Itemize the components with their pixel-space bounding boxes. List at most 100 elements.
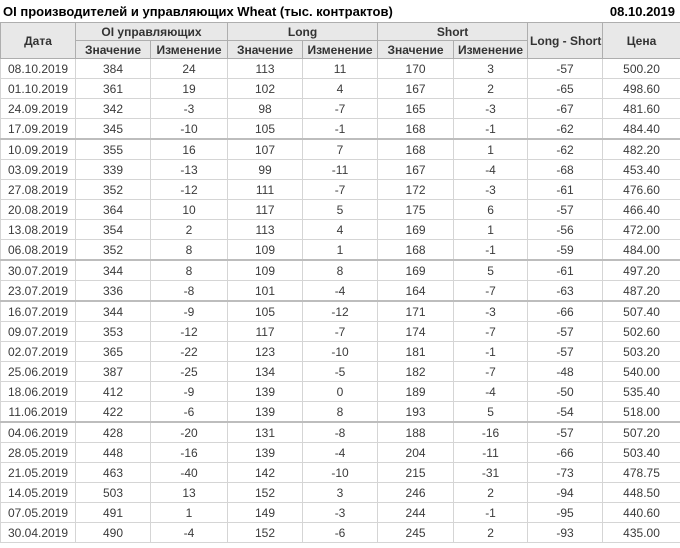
short-change-cell: 5 (453, 260, 529, 281)
price-cell: 478.75 (602, 462, 680, 483)
oi-value-cell: 364 (75, 199, 151, 220)
date-cell: 11.06.2019 (0, 401, 76, 423)
oi-value-cell: 342 (75, 98, 151, 119)
long-value-cell: 117 (227, 199, 304, 220)
price-cell: 518.00 (602, 401, 680, 423)
long-short-cell: -61 (527, 260, 604, 281)
short-value-cell: 193 (377, 401, 455, 423)
short-change-cell: -4 (453, 159, 529, 180)
date-cell: 03.09.2019 (0, 159, 76, 180)
long-value-cell: 113 (227, 58, 304, 79)
long-change-cell: 8 (302, 401, 379, 423)
long-change-cell: -1 (302, 118, 379, 140)
long-change-cell: 7 (302, 139, 379, 160)
long-value-cell: 109 (227, 239, 304, 261)
short-change-cell: -3 (453, 98, 529, 119)
price-cell: 472.00 (602, 219, 680, 240)
table-row: 06.08.2019 352 8 109 1 168 -1 -59 484.00 (0, 239, 680, 261)
oi-value-cell: 463 (75, 462, 151, 483)
date-cell: 20.08.2019 (0, 199, 76, 220)
oi-value-cell: 352 (75, 179, 151, 200)
table-row: 04.06.2019 428 -20 131 -8 188 -16 -57 507.20 (0, 422, 680, 443)
long-short-cell: -57 (527, 321, 604, 342)
short-value-cell: 168 (377, 239, 455, 261)
oi-change-cell: 19 (149, 78, 229, 99)
long-value-cell: 117 (227, 321, 304, 342)
oi-change-cell: -3 (149, 98, 229, 119)
oi-value-cell: 491 (75, 502, 151, 523)
long-change-cell: 8 (302, 260, 379, 281)
date-cell: 04.06.2019 (0, 422, 76, 443)
oi-value-cell: 412 (75, 381, 151, 402)
long-change-cell: -4 (302, 442, 379, 463)
table-row: 08.10.2019 384 24 113 11 170 3 -57 500.20 (0, 58, 680, 79)
date-cell: 07.05.2019 (0, 502, 76, 523)
date-cell: 25.06.2019 (0, 361, 76, 382)
price-cell: 507.40 (602, 301, 680, 322)
table-row: 02.07.2019 365 -22 123 -10 181 -1 -57 503.20 (0, 341, 680, 362)
long-short-cell: -63 (527, 280, 604, 302)
short-change-cell: -3 (453, 301, 529, 322)
date-cell: 23.07.2019 (0, 280, 76, 302)
short-value-cell: 168 (377, 139, 455, 160)
oi-change-cell: -10 (149, 118, 229, 140)
long-change-cell: 4 (302, 219, 379, 240)
date-cell: 09.07.2019 (0, 321, 76, 342)
oi-value-cell: 361 (75, 78, 151, 99)
table-row: 28.05.2019 448 -16 139 -4 204 -11 -66 503.40 (0, 442, 680, 463)
oi-change-cell: -22 (149, 341, 229, 362)
price-cell: 497.20 (602, 260, 680, 281)
oi-value-cell: 352 (75, 239, 151, 261)
short-value-cell: 164 (377, 280, 455, 302)
col-group-long: Long (227, 22, 379, 41)
price-cell: 476.60 (602, 179, 680, 200)
long-value-cell: 149 (227, 502, 304, 523)
price-cell: 453.40 (602, 159, 680, 180)
price-cell: 466.40 (602, 199, 680, 220)
oi-value-cell: 422 (75, 401, 151, 423)
long-change-cell: -11 (302, 159, 379, 180)
oi-change-cell: -12 (149, 179, 229, 200)
date-cell: 14.05.2019 (0, 482, 76, 503)
table-row: 25.06.2019 387 -25 134 -5 182 -7 -48 540.00 (0, 361, 680, 382)
price-cell: 503.20 (602, 341, 680, 362)
short-change-cell: -1 (453, 118, 529, 140)
long-value-cell: 105 (227, 301, 304, 322)
table-row: 10.09.2019 355 16 107 7 168 1 -62 482.20 (0, 139, 680, 160)
price-cell: 484.00 (602, 239, 680, 261)
col-header-date: Дата (0, 22, 76, 59)
subheader-short-change: Изменение (453, 40, 529, 59)
oi-value-cell: 448 (75, 442, 151, 463)
long-value-cell: 131 (227, 422, 304, 443)
long-change-cell: -10 (302, 462, 379, 483)
short-change-cell: -3 (453, 179, 529, 200)
price-cell: 484.40 (602, 118, 680, 140)
short-change-cell: -7 (453, 361, 529, 382)
table-row: 23.07.2019 336 -8 101 -4 164 -7 -63 487.20 (0, 280, 680, 302)
price-cell: 448.50 (602, 482, 680, 503)
subheader-long-change: Изменение (302, 40, 379, 59)
col-header-long-short: Long - Short (527, 22, 604, 59)
short-value-cell: 165 (377, 98, 455, 119)
oi-change-cell: 2 (149, 219, 229, 240)
long-short-cell: -48 (527, 361, 604, 382)
date-cell: 17.09.2019 (0, 118, 76, 140)
long-value-cell: 139 (227, 401, 304, 423)
oi-change-cell: 16 (149, 139, 229, 160)
long-short-cell: -54 (527, 401, 604, 423)
date-cell: 16.07.2019 (0, 301, 76, 322)
price-cell: 481.60 (602, 98, 680, 119)
oi-value-cell: 336 (75, 280, 151, 302)
long-change-cell: 11 (302, 58, 379, 79)
date-cell: 30.07.2019 (0, 260, 76, 281)
long-value-cell: 111 (227, 179, 304, 200)
oi-change-cell: 8 (149, 239, 229, 261)
short-value-cell: 167 (377, 159, 455, 180)
price-cell: 535.40 (602, 381, 680, 402)
long-change-cell: -7 (302, 179, 379, 200)
short-change-cell: -16 (453, 422, 529, 443)
long-value-cell: 113 (227, 219, 304, 240)
oi-value-cell: 354 (75, 219, 151, 240)
long-value-cell: 152 (227, 522, 304, 543)
long-value-cell: 102 (227, 78, 304, 99)
